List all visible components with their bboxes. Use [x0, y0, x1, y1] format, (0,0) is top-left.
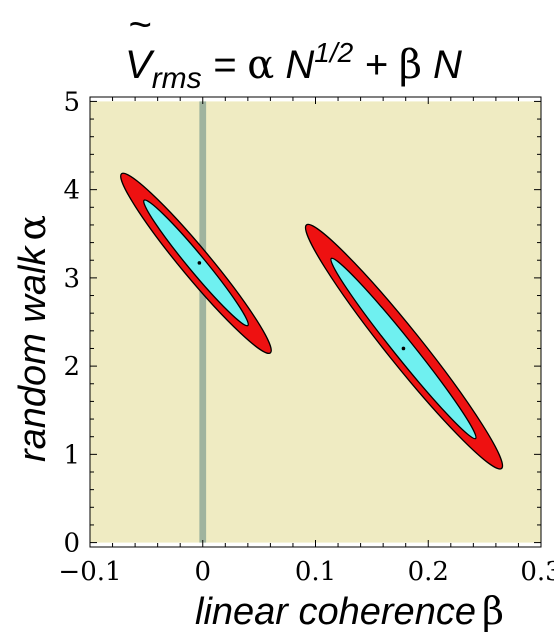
best-fit-point-1 — [197, 261, 202, 265]
zero-band — [199, 101, 207, 543]
title-tilde: ~ — [128, 3, 151, 47]
y-tick-label: 0 — [63, 529, 80, 559]
y-tick-label: 4 — [63, 176, 80, 206]
x-tick-label: 0.1 — [295, 557, 336, 587]
inner-contour-1 — [143, 199, 249, 327]
y-tick-label: 1 — [63, 440, 80, 470]
x-tick-label: 0.2 — [408, 557, 449, 587]
y-tick-label: 3 — [63, 264, 80, 294]
y-axis-title: random walkα — [10, 215, 54, 462]
best-fit-point-2 — [401, 346, 406, 351]
axes — [89, 96, 542, 548]
x-tick-label: 0.3 — [520, 557, 554, 587]
plot-area — [90, 101, 541, 543]
x-tick-label: −0.1 — [58, 557, 121, 587]
background-region — [90, 101, 541, 543]
y-tick-label: 2 — [63, 352, 80, 382]
x-axis-title: linear coherence β — [195, 589, 504, 633]
x-tick-label: 0 — [194, 557, 211, 587]
chart-title: Vrms = α N1/2 + β N — [125, 37, 462, 95]
y-tick-label: 5 — [63, 87, 80, 117]
